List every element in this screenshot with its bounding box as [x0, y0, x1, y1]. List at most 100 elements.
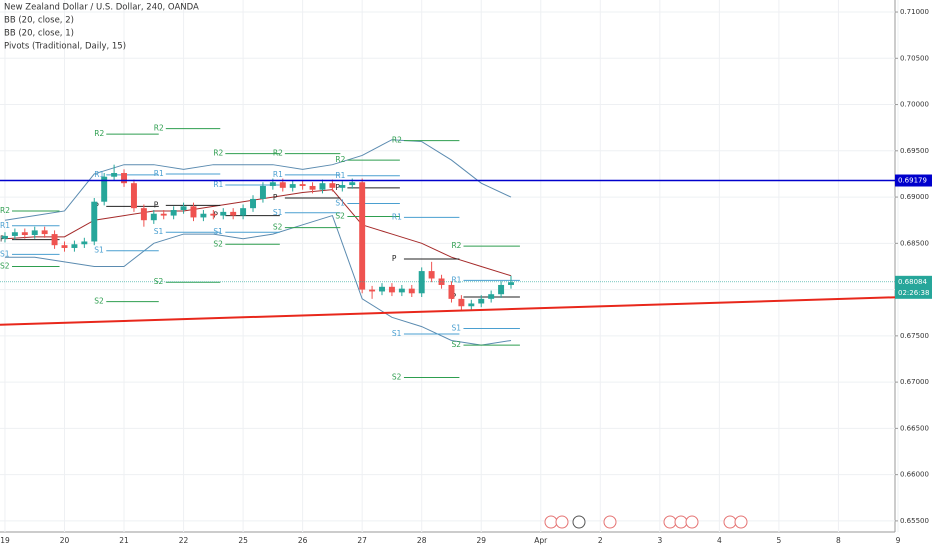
candle-body [269, 182, 276, 186]
candle-body [259, 185, 266, 199]
candle-body [309, 185, 316, 190]
candle-body [289, 184, 296, 188]
candle-body [508, 282, 514, 285]
candle-body [428, 271, 435, 279]
pivot-label: R1 [94, 170, 104, 179]
x-tick-label: 4 [717, 536, 722, 545]
pivot-label: R1 [0, 221, 10, 230]
pivot-label: R1 [335, 171, 345, 180]
last-price-tag [895, 275, 932, 299]
x-tick-label: 3 [657, 536, 662, 545]
x-tick-label: 9 [896, 536, 901, 545]
y-tick-label: 0.70500 [900, 54, 929, 62]
x-tick-label: 28 [417, 536, 427, 545]
y-tick-label: 0.70000 [900, 101, 929, 109]
pivot-label: S2 [335, 212, 345, 221]
candle-body [31, 230, 38, 236]
candle-body [279, 182, 286, 188]
candle-body [299, 184, 306, 186]
candle-body [91, 201, 98, 242]
pivot-label: P [154, 200, 159, 209]
pivot-label: S2 [0, 261, 10, 270]
x-tick-label: 5 [777, 536, 782, 545]
candle-body [140, 208, 147, 221]
pivot-label: R1 [451, 275, 461, 284]
pivot-label: S1 [335, 199, 345, 208]
candle-body [448, 284, 455, 299]
pivot-label: R1 [154, 169, 164, 178]
trend-line [0, 295, 932, 326]
pivot-label: S2 [213, 239, 223, 248]
last-price-label: 0.68084 [898, 278, 927, 286]
candle-body [210, 213, 217, 216]
pivot-label: P [273, 193, 278, 202]
pivot-label: P [335, 183, 340, 192]
x-tick-label: 8 [836, 536, 841, 545]
candle-body [339, 185, 346, 188]
y-tick-label: 0.69500 [900, 147, 929, 155]
candle-body [418, 271, 425, 294]
x-tick-label: 2 [598, 536, 603, 545]
candle-body [51, 234, 58, 246]
candle-body [468, 303, 475, 307]
candle-body [190, 206, 197, 218]
price-tag [895, 174, 932, 187]
candle-body [41, 230, 48, 235]
pivot-label: R2 [154, 124, 164, 133]
pivot-label: P [0, 235, 5, 244]
candle-body [379, 286, 385, 292]
pivot-label: R2 [335, 155, 345, 164]
pivot-label: R2 [451, 241, 461, 250]
candle-body [488, 294, 495, 299]
pivot-label: P [392, 254, 397, 263]
event-icons [544, 515, 748, 529]
candle-body [240, 208, 247, 216]
candle-body [220, 211, 227, 216]
candle-body [81, 241, 88, 245]
candle-body [388, 286, 395, 293]
pivot-label: S2 [273, 223, 283, 232]
pivot-label: R1 [273, 170, 283, 179]
candle-body [329, 183, 336, 188]
candle-body [170, 210, 177, 216]
y-tick-label: 0.65500 [900, 517, 929, 525]
candle-body [349, 182, 356, 186]
candle-body [359, 182, 366, 290]
pivot-label: S1 [0, 249, 10, 258]
candle-body [150, 213, 157, 221]
candle-body [438, 278, 445, 285]
candle-body [11, 232, 18, 236]
x-tick-label: 26 [298, 536, 308, 545]
pivot-label: S1 [392, 329, 402, 338]
y-tick-label: 0.66500 [900, 424, 929, 432]
candle-body [498, 284, 505, 295]
candle-body [478, 298, 485, 304]
candle-body [160, 213, 167, 216]
candle-body [230, 211, 237, 216]
price-tag-label: 0.69179 [898, 177, 927, 185]
pivot-label: R1 [213, 180, 223, 189]
candle-body [458, 298, 465, 307]
pivot-label: S1 [273, 208, 283, 217]
x-tick-label: 25 [238, 536, 248, 545]
y-tick-label: 0.67500 [900, 332, 929, 340]
pivot-label: S1 [213, 227, 223, 236]
y-tick-label: 0.71000 [900, 8, 929, 16]
legend-indicator: BB (20, close, 2) [4, 16, 74, 26]
y-tick-label: 0.67000 [900, 378, 929, 386]
y-tick-label: 0.68500 [900, 239, 929, 247]
candle-body [1, 235, 8, 239]
x-tick-label: 29 [476, 536, 486, 545]
x-tick-label: 19 [0, 536, 10, 545]
candle-body [250, 198, 256, 209]
y-tick-label: 0.69000 [900, 193, 929, 201]
x-tick-label: Apr [534, 536, 548, 545]
pivot-label: R2 [94, 129, 104, 138]
pivot-label: S2 [392, 372, 402, 381]
legend-symbol: New Zealand Dollar / U.S. Dollar, 240, O… [4, 3, 199, 13]
pivot-label: S2 [94, 297, 104, 306]
pivot-label: S1 [94, 246, 104, 255]
candle-body [408, 288, 415, 294]
